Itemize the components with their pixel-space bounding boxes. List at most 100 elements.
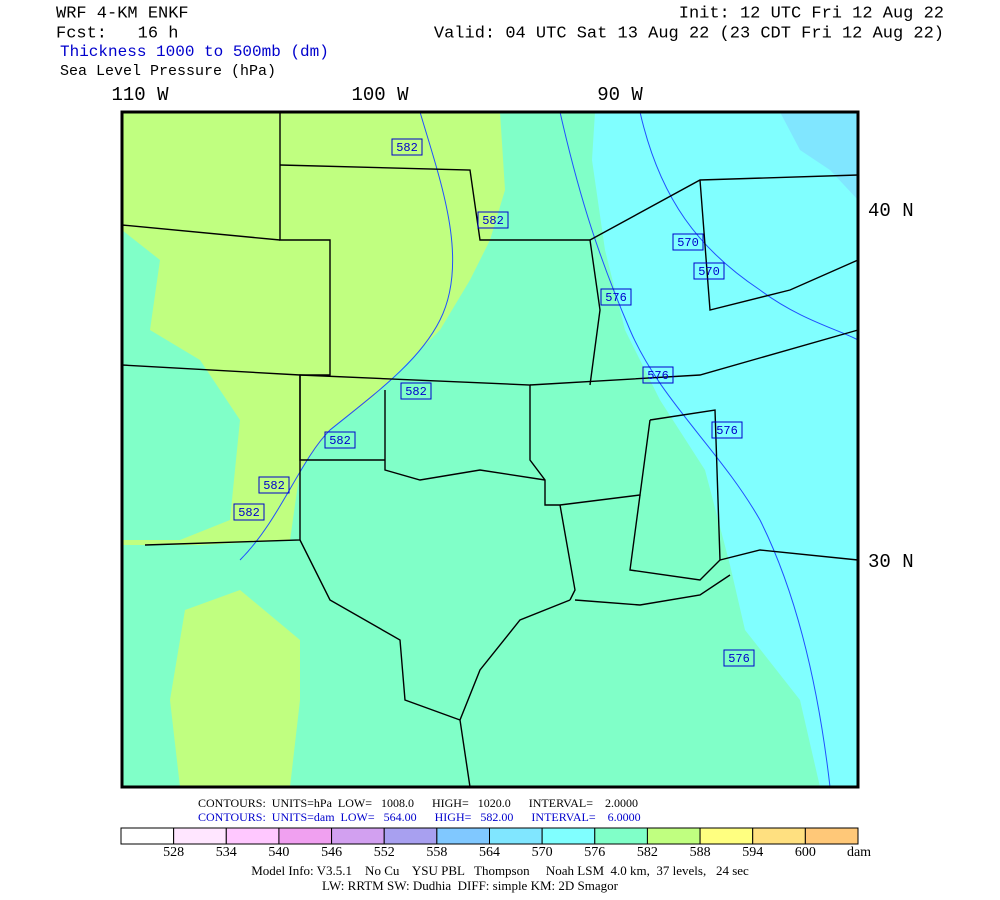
colorbar-label: 570 (532, 845, 553, 860)
colorbar-swatch (489, 827, 543, 845)
contour-label-box (391, 138, 423, 156)
colorbar-label: 588 (690, 845, 711, 860)
contour-label: 570 (693, 262, 725, 280)
contour-line (639, 111, 859, 341)
contour-label-text: 570 (677, 236, 699, 250)
colorbar-label: 582 (637, 845, 658, 860)
colorbar-unit: dam (847, 845, 871, 860)
contour-line (559, 111, 831, 788)
green-patch (170, 590, 300, 787)
colorbar-label: 552 (374, 845, 395, 860)
latitude-label: 40 N (868, 200, 914, 222)
contour-label-box (258, 476, 290, 494)
colorbar-swatch (331, 827, 385, 845)
pressure-contour-info: CONTOURS: UNITS=hPa LOW= 1008.0 HIGH= 10… (198, 796, 638, 810)
colorbar-swatch (541, 827, 596, 845)
border (699, 179, 859, 311)
colorbar-label: 594 (742, 845, 763, 860)
colorbar-swatch (436, 827, 491, 845)
colorbar-label: 528 (163, 845, 184, 860)
map: 582 582 570 570 576 576 582 582 576 582 582 576 (120, 110, 860, 789)
border (121, 224, 281, 241)
field-pressure: Sea Level Pressure (hPa) (60, 63, 276, 80)
contour-label-box (672, 233, 704, 251)
contour-label-text: 582 (238, 506, 260, 520)
colorbar-swatch (699, 827, 754, 845)
mint-patch (122, 230, 240, 540)
latitude-label: 30 N (868, 551, 914, 573)
border (559, 504, 576, 601)
contour-label-text: 576 (605, 291, 627, 305)
contour-label-box (642, 366, 674, 384)
colorbar-swatch (646, 827, 701, 845)
contour-label-box (723, 649, 755, 667)
contour-label-box (477, 211, 509, 229)
init-time: Init: 12 UTC Fri 12 Aug 22 (679, 4, 944, 23)
colorbar-label: 546 (321, 845, 342, 860)
colorbar-label: 534 (216, 845, 237, 860)
contour-label-text: 576 (647, 369, 669, 383)
colorbar-swatch (173, 827, 227, 845)
colorbar-swatch (225, 827, 280, 845)
contour-label: 576 (642, 366, 674, 384)
colorbar-swatch (120, 827, 175, 845)
contour-label: 582 (400, 382, 432, 400)
colorbar-label: 600 (795, 845, 816, 860)
model-info: Model Info: V3.5.1 No Cu YSU PBL Thompso… (251, 863, 749, 878)
contour-label-text: 582 (329, 434, 351, 448)
contour-line (239, 111, 454, 561)
contour-label: 582 (324, 431, 356, 449)
colorbar-label: 540 (268, 845, 289, 860)
border (299, 375, 385, 461)
state-borders (121, 112, 859, 788)
forecast-hour: Fcst: 16 h (56, 24, 178, 43)
field-thickness: Thickness 1000 to 500mb (dm) (60, 43, 329, 61)
contour-label: 582 (391, 138, 423, 156)
contour-label: 576 (711, 421, 743, 439)
longitude-label: 110 W (111, 84, 169, 106)
longitude-label: 90 W (597, 84, 643, 106)
contour-label: 582 (233, 503, 265, 521)
contour-label-text: 570 (698, 265, 720, 279)
contour-label-box (233, 503, 265, 521)
contour-label-text: 582 (396, 141, 418, 155)
contour-label-box (400, 382, 432, 400)
thickness-contour-info: CONTOURS: UNITS=dam LOW= 564.00 HIGH= 58… (198, 810, 641, 824)
contour-label-box (693, 262, 725, 280)
physics-info: LW: RRTM SW: Dudhia DIFF: simple KM: 2D … (322, 878, 619, 893)
coastline (574, 574, 731, 606)
colorbar-swatch (752, 827, 806, 845)
colorbar-swatch (383, 827, 438, 845)
contour-label: 576 (600, 288, 632, 306)
contour-label-text: 582 (405, 385, 427, 399)
border (529, 329, 859, 386)
border (384, 390, 546, 481)
colorbar-label: 576 (584, 845, 605, 860)
contour-label: 582 (477, 211, 509, 229)
contour-label-text: 576 (728, 652, 750, 666)
contour-label-box (600, 288, 632, 306)
coastline (459, 599, 571, 788)
contour-label: 576 (723, 649, 755, 667)
contour-label-box (711, 421, 743, 439)
colorbar-label: 558 (426, 845, 447, 860)
colorbar-label: 564 (479, 845, 500, 860)
map-frame (120, 110, 860, 789)
colorbar-swatch (594, 827, 648, 845)
border (629, 494, 721, 581)
contour-label-text: 582 (482, 214, 504, 228)
border (279, 164, 601, 386)
colorbar: 528 534 540 546 552 558 564 570 576 582 588 594 600 d… (120, 827, 871, 860)
contour-label-text: 576 (716, 424, 738, 438)
contour-label: 582 (258, 476, 290, 494)
contour-label: 570 (672, 233, 704, 251)
border (299, 539, 461, 721)
cyan-region (592, 112, 858, 787)
colorbar-swatch (804, 827, 859, 845)
colorbar-swatch (278, 827, 333, 845)
border (649, 409, 859, 561)
longitude-label: 100 W (351, 84, 409, 106)
blue-patch (780, 112, 858, 200)
valid-time: Valid: 04 UTC Sat 13 Aug 22 (23 CDT Fri … (434, 24, 944, 43)
model-name: WRF 4-KM ENKF (56, 4, 189, 23)
